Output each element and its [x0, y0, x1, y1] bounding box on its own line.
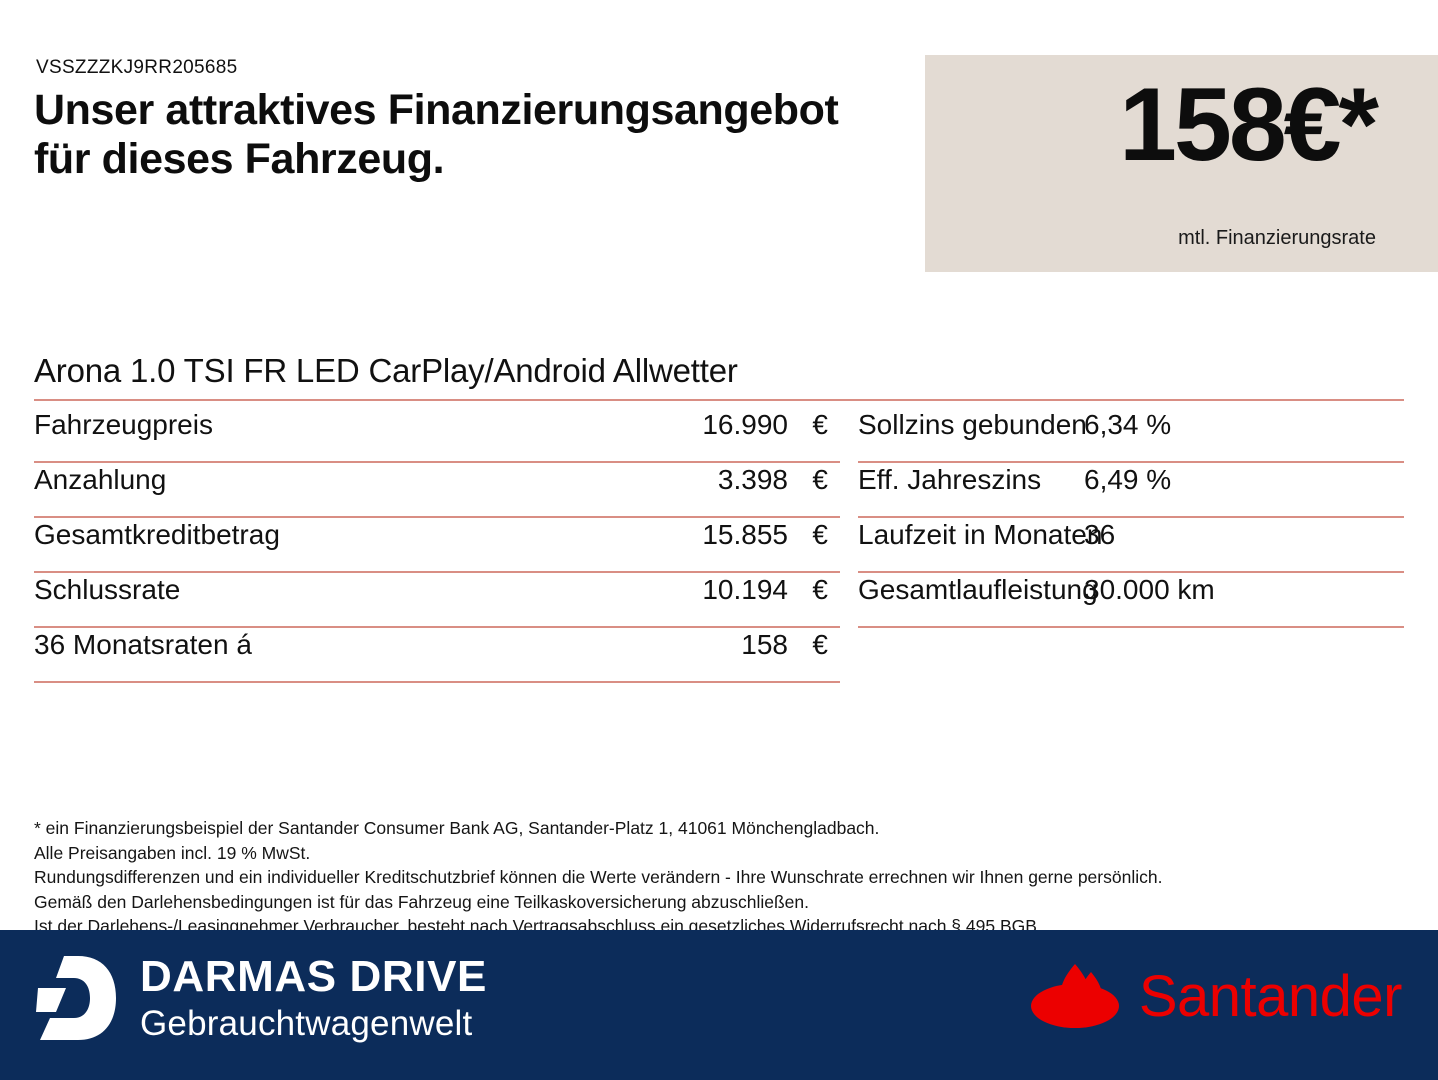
spec-label: Sollzins gebunden [858, 409, 1087, 440]
spec-value: 158 [741, 629, 788, 660]
spec-cell-right: Sollzins gebunden 6,34 % [858, 408, 1404, 463]
monthly-rate-box: 158€* mtl. Finanzierungsrate [925, 55, 1438, 272]
spec-unit: € [812, 574, 828, 605]
spec-cell-right: Laufzeit in Monaten 36 [858, 518, 1404, 573]
darmas-d-mark-icon [34, 956, 116, 1040]
spec-label: Gesamtkreditbetrag [34, 519, 280, 550]
spec-cell-left: Gesamtkreditbetrag 15.855 € [34, 518, 840, 573]
spec-cell-right-empty [858, 628, 1404, 683]
footnote-line: Alle Preisangaben incl. 19 % MwSt. [34, 842, 311, 863]
spec-value: 10.194 [702, 574, 788, 605]
spec-value: 36 [1084, 519, 1116, 550]
santander-logo: Santander [1027, 962, 1403, 1030]
spec-label: 36 Monatsraten á [34, 629, 252, 660]
santander-flame-icon [1030, 964, 1119, 1028]
spec-label: Eff. Jahreszins [858, 464, 1042, 495]
spec-value: 30.000 km [1084, 574, 1215, 605]
table-row: Gesamtkreditbetrag 15.855 € Laufzeit in … [34, 518, 1404, 573]
spec-cell-left: 36 Monatsraten á 158 € [34, 628, 840, 683]
spec-value: 16.990 [702, 409, 788, 440]
spec-value: 3.398 [717, 464, 788, 495]
vehicle-identification-number: VSSZZZKJ9RR205685 [36, 57, 238, 78]
dealer-name: DARMAS DRIVE [140, 952, 487, 1001]
spec-cell-right: Eff. Jahreszins 6,49 % [858, 463, 1404, 518]
financing-details-table: Fahrzeugpreis 16.990 € Sollzins gebunden… [34, 408, 1404, 683]
spec-label: Anzahlung [34, 464, 167, 495]
footnote-line: Rundungsdifferenzen und ein individuelle… [34, 867, 1163, 887]
spec-cell-left: Schlussrate 10.194 € [34, 573, 840, 628]
spec-label: Gesamtlaufleistung [858, 574, 1098, 605]
spec-label: Laufzeit in Monaten [858, 519, 1103, 550]
spec-unit: € [812, 519, 828, 550]
table-row: Fahrzeugpreis 16.990 € Sollzins gebunden… [34, 408, 1404, 463]
footnote-line: * ein Finanzierungsbeispiel der Santande… [34, 818, 880, 838]
spec-value: 6,49 % [1084, 464, 1172, 495]
spec-unit: € [812, 409, 828, 440]
page-title: Unser attraktives Finanzierungsangebot f… [34, 86, 914, 184]
monthly-rate-caption: mtl. Finanzierungsrate [1178, 227, 1376, 249]
spec-value: 6,34 % [1084, 409, 1172, 440]
table-row: 36 Monatsraten á 158 € [34, 628, 1404, 683]
monthly-rate-amount: 158€* [1119, 67, 1379, 183]
table-row: Schlussrate 10.194 € Gesamtlaufleistung … [34, 573, 1404, 628]
spec-cell-left: Fahrzeugpreis 16.990 € [34, 408, 840, 463]
legal-footnotes: * ein Finanzierungsbeispiel der Santande… [34, 816, 1234, 939]
dealer-logo: DARMAS DRIVE Gebrauchtwagenwelt [34, 952, 487, 1044]
footer-bar: DARMAS DRIVE Gebrauchtwagenwelt Santande… [0, 930, 1438, 1080]
spec-unit: € [812, 464, 828, 495]
footnote-line: Gemäß den Darlehensbedingungen ist für d… [34, 891, 809, 912]
table-row: Anzahlung 3.398 € Eff. Jahreszins 6,49 % [34, 463, 1404, 518]
spec-label: Schlussrate [34, 574, 181, 605]
spec-unit: € [812, 629, 828, 660]
vehicle-model-title: Arona 1.0 TSI FR LED CarPlay/Android All… [34, 352, 1404, 401]
spec-value: 15.855 [702, 519, 788, 550]
spec-cell-left: Anzahlung 3.398 € [34, 463, 840, 518]
bank-name: Santander [1138, 963, 1403, 1029]
dealer-wordmark: DARMAS DRIVE Gebrauchtwagenwelt [140, 952, 487, 1043]
dealer-subtitle: Gebrauchtwagenwelt [140, 1004, 473, 1043]
page-title-line-1: Unser attraktives Finanzierungsangebot [34, 86, 839, 134]
page-title-line-2: für dieses Fahrzeug. [34, 135, 445, 184]
spec-cell-right: Gesamtlaufleistung 30.000 km [858, 573, 1404, 628]
spec-label: Fahrzeugpreis [34, 409, 213, 440]
